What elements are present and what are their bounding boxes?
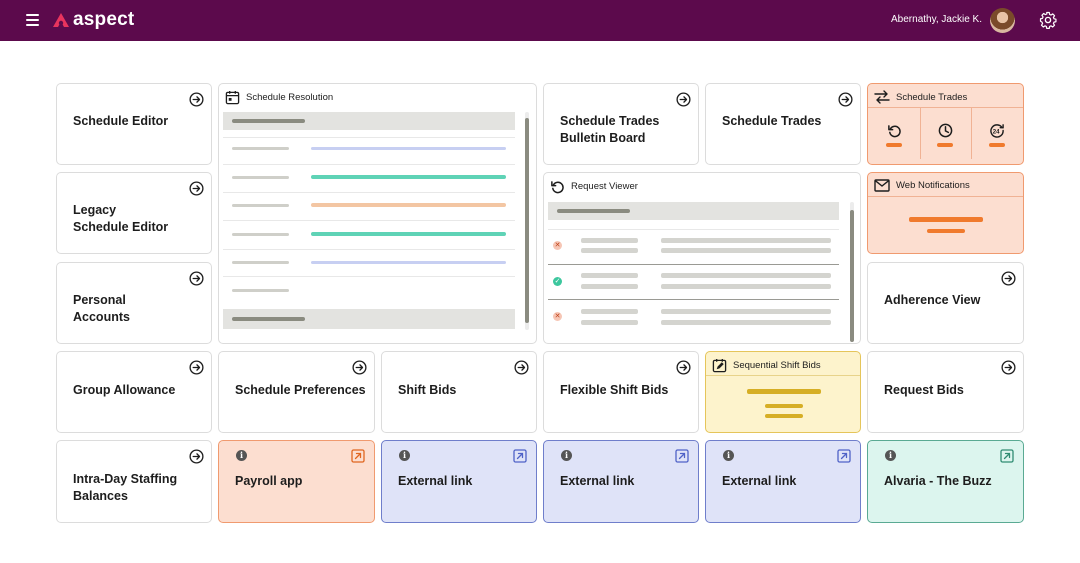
rejected-status-icon: ✕: [553, 241, 562, 250]
arrow-right-circle-icon[interactable]: [189, 449, 204, 464]
tile-title-line1: Legacy: [73, 203, 117, 217]
rejected-status-icon: ✕: [553, 312, 562, 321]
tile-title-line1: Intra-Day Staffing: [73, 472, 178, 486]
tile-title-line2: Schedule Editor: [73, 220, 169, 234]
external-link-icon[interactable]: [837, 449, 851, 463]
arrow-right-circle-icon[interactable]: [352, 360, 367, 375]
scrollbar[interactable]: [524, 112, 530, 330]
widget-header: Schedule Resolution: [225, 90, 333, 105]
aspect-logo-icon: [53, 13, 69, 27]
tile-title: Group Allowance: [73, 383, 176, 397]
tile-schedule-trades-bulletin-board[interactable]: Schedule Trades Bulletin Board: [543, 83, 699, 165]
top-bar: aspect Abernathy, Jackie K.: [0, 0, 1080, 41]
widget-header: Schedule Trades: [874, 90, 967, 104]
tile-external-link-3[interactable]: i External link: [705, 440, 861, 523]
arrow-right-circle-icon[interactable]: [676, 92, 691, 107]
resolution-table: [223, 112, 515, 329]
tile-schedule-trades-widget[interactable]: Schedule Trades 24: [867, 83, 1024, 165]
tile-external-link-2[interactable]: i External link: [543, 440, 699, 523]
tile-group-allowance[interactable]: Group Allowance: [56, 351, 212, 433]
tile-title: Schedule Preferences: [235, 383, 366, 397]
svg-text:24: 24: [993, 128, 1000, 135]
external-link-icon[interactable]: [675, 449, 689, 463]
calendar-icon: [225, 90, 240, 105]
info-icon[interactable]: i: [885, 450, 896, 461]
undo-icon: [551, 181, 564, 194]
arrow-right-circle-icon[interactable]: [189, 360, 204, 375]
request-table: ✕ ✓ ✕: [548, 202, 839, 342]
swap-arrows-icon: [874, 90, 890, 104]
external-link-icon[interactable]: [351, 449, 365, 463]
tile-title: Adherence View: [884, 293, 981, 307]
widget-header: Sequential Shift Bids: [712, 358, 821, 373]
tile-adherence-view[interactable]: Adherence View: [867, 262, 1024, 344]
envelope-icon: [874, 179, 890, 192]
tile-flexible-shift-bids[interactable]: Flexible Shift Bids: [543, 351, 699, 433]
undo-icon[interactable]: [887, 123, 902, 138]
tile-title: Shift Bids: [398, 383, 457, 397]
tile-title-line2: Accounts: [73, 310, 130, 324]
tile-title-line2: Bulletin Board: [560, 131, 646, 145]
arrow-right-circle-icon[interactable]: [838, 92, 853, 107]
widget-title: Web Notifications: [896, 180, 970, 191]
calendar-edit-icon: [712, 358, 727, 373]
arrow-right-circle-icon[interactable]: [189, 92, 204, 107]
tile-schedule-resolution[interactable]: Schedule Resolution: [218, 83, 537, 344]
tile-title: External link: [722, 474, 797, 488]
external-link-icon[interactable]: [1000, 449, 1014, 463]
widget-title: Schedule Resolution: [246, 92, 334, 103]
tile-title: Alvaria - The Buzz: [884, 474, 992, 488]
tile-web-notifications[interactable]: Web Notifications: [867, 172, 1024, 254]
arrow-right-circle-icon[interactable]: [1001, 271, 1016, 286]
arrow-right-circle-icon[interactable]: [1001, 360, 1016, 375]
tile-external-link-1[interactable]: i External link: [381, 440, 537, 523]
info-icon[interactable]: i: [723, 450, 734, 461]
widget-title: Request Viewer: [571, 181, 638, 192]
tile-title: External link: [398, 474, 473, 488]
tile-title-line1: Personal: [73, 293, 126, 307]
tile-title-line1: Schedule Trades: [560, 114, 660, 128]
tile-sequential-shift-bids[interactable]: Sequential Shift Bids: [705, 351, 861, 433]
tile-payroll-app[interactable]: i Payroll app: [218, 440, 375, 523]
tile-title: Schedule Editor: [73, 114, 169, 128]
tile-personal-accounts[interactable]: Personal Accounts: [56, 262, 212, 344]
widget-title: Schedule Trades: [896, 91, 968, 103]
info-icon[interactable]: i: [236, 450, 247, 461]
tile-title: Payroll app: [235, 474, 303, 488]
tile-title: Request Bids: [884, 383, 964, 397]
tile-legacy-schedule-editor[interactable]: Legacy Schedule Editor: [56, 172, 212, 254]
external-link-icon[interactable]: [513, 449, 527, 463]
widget-header: Web Notifications: [874, 179, 970, 192]
tile-schedule-editor[interactable]: Schedule Editor: [56, 83, 212, 165]
scrollbar[interactable]: [849, 202, 855, 342]
arrow-right-circle-icon[interactable]: [189, 271, 204, 286]
user-name[interactable]: Abernathy, Jackie K.: [891, 14, 982, 25]
tile-schedule-trades[interactable]: Schedule Trades: [705, 83, 861, 165]
tile-title: Flexible Shift Bids: [560, 383, 669, 397]
avatar[interactable]: [990, 8, 1015, 33]
info-icon[interactable]: i: [561, 450, 572, 461]
tile-shift-bids[interactable]: Shift Bids: [381, 351, 537, 433]
arrow-right-circle-icon[interactable]: [676, 360, 691, 375]
brand-name: aspect: [73, 9, 135, 30]
tile-request-viewer[interactable]: Request Viewer ✕ ✓ ✕: [543, 172, 861, 344]
tile-request-bids[interactable]: Request Bids: [867, 351, 1024, 433]
arrow-right-circle-icon[interactable]: [514, 360, 529, 375]
tile-intra-day-staffing-balances[interactable]: Intra-Day Staffing Balances: [56, 440, 212, 523]
widget-header: Request Viewer: [550, 179, 638, 194]
menu-icon[interactable]: [26, 14, 39, 26]
info-icon[interactable]: i: [399, 450, 410, 461]
tile-title: External link: [560, 474, 635, 488]
arrow-right-circle-icon[interactable]: [189, 181, 204, 196]
24h-icon[interactable]: 24: [989, 123, 1005, 138]
gear-icon[interactable]: [1039, 11, 1057, 29]
aspect-logo[interactable]: aspect: [52, 9, 134, 31]
tile-title-line2: Balances: [73, 489, 128, 503]
tile-title: Schedule Trades: [722, 114, 822, 128]
approved-status-icon: ✓: [553, 277, 562, 286]
tile-schedule-preferences[interactable]: Schedule Preferences: [218, 351, 375, 433]
tile-alvaria-the-buzz[interactable]: i Alvaria - The Buzz: [867, 440, 1024, 523]
widget-title: Sequential Shift Bids: [733, 360, 821, 371]
clock-icon[interactable]: [938, 123, 953, 138]
